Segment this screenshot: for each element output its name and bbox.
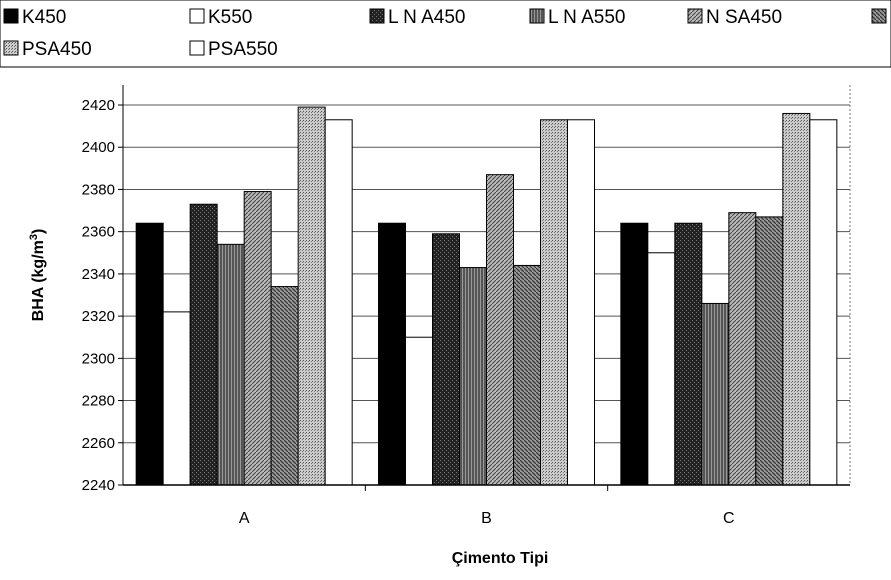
y-axis-title: BHA (kg/m3) [28,229,47,322]
bar-lna450-c [674,222,703,486]
y-tick-label: 2360 [82,224,115,241]
x-category-labels: A B C [239,510,735,527]
bar-nsa550-b [513,264,541,486]
legend-label-psa550: PSA550 [208,39,278,60]
legend: K450 K550 L N A450 L N A550 N SA450 PSA450 PSA… [3,7,887,60]
bar-lna550-a [216,243,245,486]
y-axis-title-main: BHA (kg/m [30,240,47,321]
y-tick-label: 2340 [82,266,115,283]
y-tick-label: 2280 [82,393,115,410]
y-tick-labels: 2240 2260 2280 2300 2320 2340 2360 2380 2400 2420 [82,97,115,494]
legend-swatch-nsa450 [687,8,703,24]
x-category-label: A [239,510,250,527]
bar-nsa450-c [728,212,757,486]
bar-psa450-c [782,112,811,486]
legend-swatch-k450 [3,8,19,24]
bar-k550-c [647,252,676,486]
legend-label-k450: K450 [22,7,66,28]
legend-label-nsa450: N SA450 [706,7,782,28]
bars [135,106,838,486]
legend-label-lna550: L N A550 [548,7,625,28]
y-tick-label: 2420 [82,97,115,114]
bar-nsa450-b [486,174,514,486]
bar-psa550-a [324,119,353,486]
legend-swatch-k550 [189,8,205,24]
y-tick-label: 2260 [82,435,115,452]
y-axis-title-sup: 3 [28,234,40,240]
legend-label-psa450: PSA450 [22,39,92,60]
bar-k450-a [135,222,164,486]
bar-nsa450-a [243,191,272,486]
bar-psa450-a [297,106,326,486]
legend-swatch-psa450 [3,40,19,56]
x-axis-title: Çimento Tipi [452,550,549,567]
y-tick-label: 2380 [82,181,115,198]
y-tick-label: 2320 [82,308,115,325]
legend-box [0,0,891,68]
y-tick-label: 2400 [82,139,115,156]
bar-psa450-b [540,119,568,486]
y-tick-label: 2300 [82,350,115,367]
bar-nsa550-a [270,286,299,486]
legend-swatch-lna450 [369,8,385,24]
bar-k450-b [378,222,406,486]
bar-k550-b [405,336,433,486]
legend-swatch-psa550 [189,40,205,56]
bar-psa550-b [567,119,595,486]
bar-nsa550-c [755,216,784,486]
axes [122,85,851,491]
bar-k550-a [162,311,191,486]
y-axis-title-close: ) [30,229,47,234]
legend-label-k550: K550 [208,7,252,28]
x-category-label: B [481,510,492,527]
x-category-label: C [723,510,735,527]
bar-psa550-c [809,119,838,486]
legend-swatch-lna550 [529,8,545,24]
bar-lna450-a [189,203,218,486]
bar-lna550-b [459,267,487,486]
bar-k450-c [620,222,649,486]
legend-label-lna450: L N A450 [388,7,465,28]
bar-lna550-c [701,302,730,486]
y-tick-label: 2240 [82,477,115,494]
legend-swatch-nsa550 [871,8,887,24]
bar-lna450-b [432,233,460,486]
